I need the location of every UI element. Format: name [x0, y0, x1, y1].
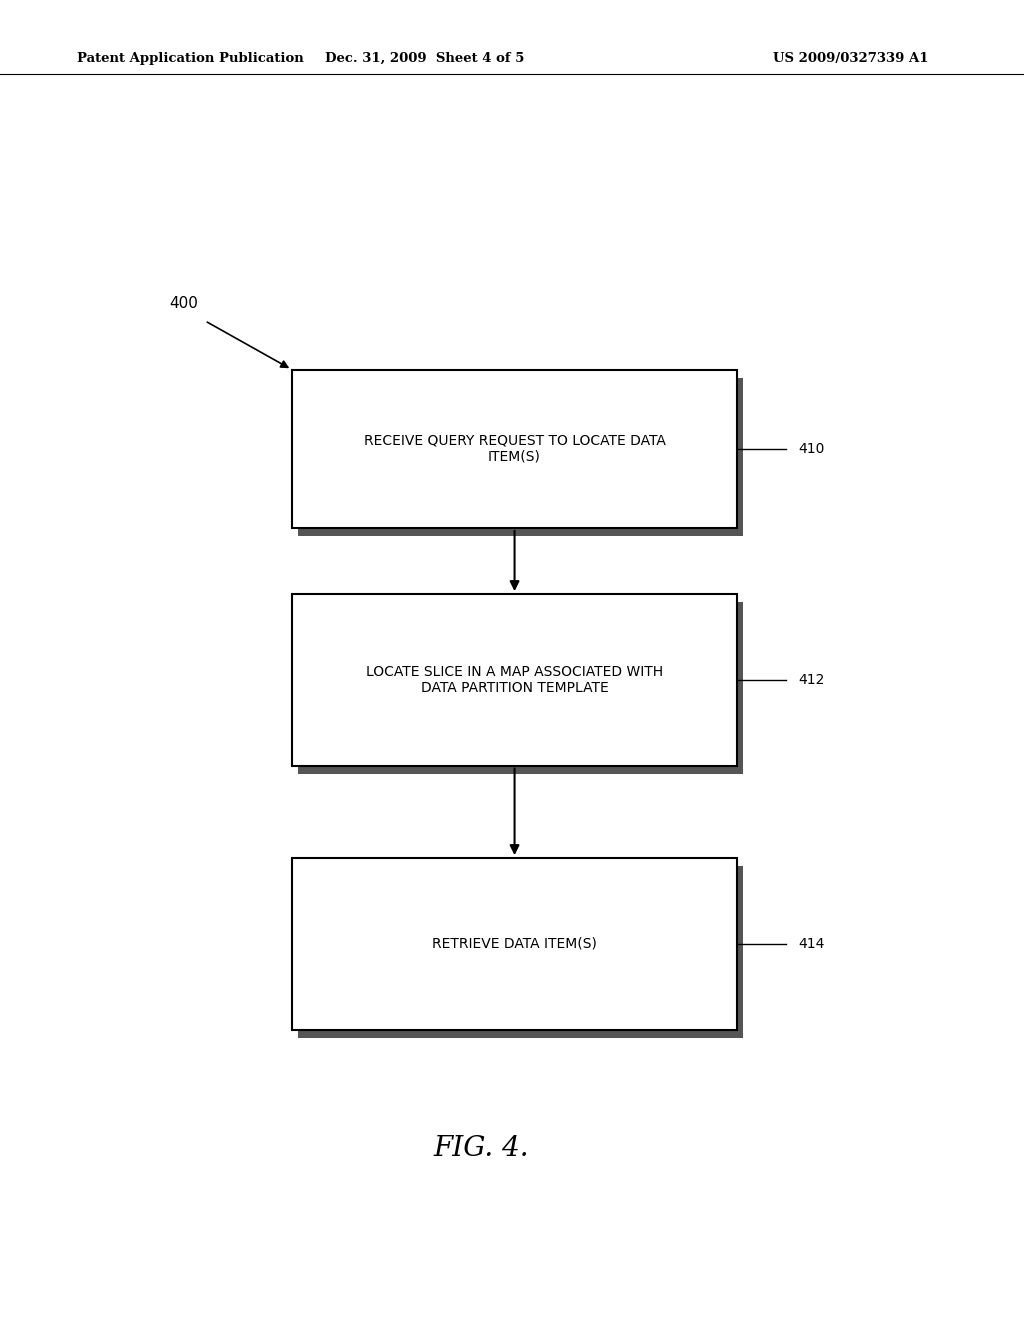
Bar	[298, 378, 743, 536]
Text: RETRIEVE DATA ITEM(S): RETRIEVE DATA ITEM(S)	[432, 937, 597, 950]
Text: 410: 410	[799, 442, 825, 455]
Text: 400: 400	[169, 296, 198, 312]
Bar	[298, 866, 743, 1038]
Text: 412: 412	[799, 673, 825, 686]
Text: FIG. 4.: FIG. 4.	[433, 1135, 529, 1162]
Text: RECEIVE QUERY REQUEST TO LOCATE DATA
ITEM(S): RECEIVE QUERY REQUEST TO LOCATE DATA ITE…	[364, 434, 666, 463]
Text: Dec. 31, 2009  Sheet 4 of 5: Dec. 31, 2009 Sheet 4 of 5	[326, 51, 524, 65]
Text: US 2009/0327339 A1: US 2009/0327339 A1	[773, 51, 929, 65]
Bar	[292, 594, 737, 766]
Bar	[298, 602, 743, 774]
Bar	[292, 858, 737, 1030]
Bar	[292, 370, 737, 528]
Text: LOCATE SLICE IN A MAP ASSOCIATED WITH
DATA PARTITION TEMPLATE: LOCATE SLICE IN A MAP ASSOCIATED WITH DA…	[366, 665, 664, 694]
Text: Patent Application Publication: Patent Application Publication	[77, 51, 303, 65]
Text: 414: 414	[799, 937, 825, 950]
